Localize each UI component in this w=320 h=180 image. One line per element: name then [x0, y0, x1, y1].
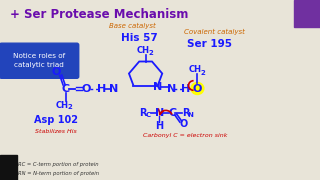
- Text: N: N: [167, 84, 176, 93]
- Text: C: C: [61, 84, 70, 93]
- Text: Notice roles of
catalytic triad: Notice roles of catalytic triad: [13, 53, 65, 68]
- Text: RC = C-term portion of protein: RC = C-term portion of protein: [18, 162, 98, 167]
- Text: R: R: [182, 107, 189, 118]
- Text: O: O: [193, 84, 202, 93]
- Text: C: C: [146, 112, 151, 118]
- Text: N: N: [188, 112, 193, 118]
- Text: Stabilizes His: Stabilizes His: [35, 129, 77, 134]
- Text: H: H: [181, 84, 190, 93]
- Text: C: C: [168, 107, 176, 118]
- Circle shape: [191, 82, 204, 94]
- Text: CH: CH: [137, 46, 150, 55]
- Text: O: O: [180, 119, 188, 129]
- Text: N: N: [153, 82, 162, 92]
- Text: 2: 2: [149, 50, 153, 56]
- Bar: [0, 154, 17, 180]
- Text: H: H: [97, 84, 106, 93]
- Text: Base catalyst: Base catalyst: [109, 22, 156, 29]
- Text: O: O: [81, 84, 91, 93]
- Text: N: N: [109, 84, 118, 93]
- Text: 2: 2: [68, 104, 72, 110]
- Text: Covalent catalyst: Covalent catalyst: [184, 28, 245, 35]
- Text: H: H: [155, 121, 164, 131]
- Text: + Ser Protease Mechanism: + Ser Protease Mechanism: [10, 8, 188, 21]
- Text: CH: CH: [56, 100, 69, 109]
- Text: RN = N-term portion of protein: RN = N-term portion of protein: [18, 171, 99, 176]
- Text: CH: CH: [189, 65, 202, 74]
- Text: Asp 102: Asp 102: [34, 115, 78, 125]
- Text: Carbonyl C = electron sink: Carbonyl C = electron sink: [143, 132, 228, 138]
- Text: R: R: [140, 107, 147, 118]
- Bar: [294, 0, 320, 27]
- FancyBboxPatch shape: [0, 43, 79, 78]
- Text: Ser 195: Ser 195: [187, 39, 232, 49]
- Text: N: N: [155, 107, 164, 118]
- Text: His 57: His 57: [121, 33, 157, 43]
- Text: O: O: [52, 67, 61, 77]
- Text: 2: 2: [201, 70, 205, 76]
